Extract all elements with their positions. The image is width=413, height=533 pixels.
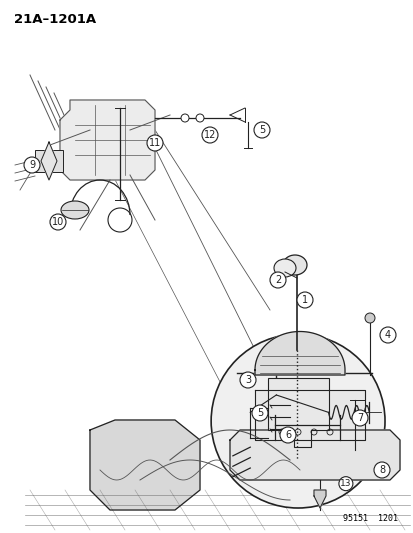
- Text: 13: 13: [339, 479, 351, 488]
- Circle shape: [379, 327, 395, 343]
- Ellipse shape: [273, 259, 295, 277]
- FancyBboxPatch shape: [35, 150, 63, 172]
- Text: 4: 4: [384, 330, 390, 340]
- Text: 7: 7: [356, 413, 362, 423]
- Text: 95151  1201: 95151 1201: [342, 514, 397, 523]
- Polygon shape: [90, 420, 199, 510]
- Polygon shape: [254, 390, 364, 440]
- Polygon shape: [254, 332, 344, 375]
- Circle shape: [338, 477, 352, 491]
- Polygon shape: [41, 142, 57, 180]
- Circle shape: [211, 334, 384, 508]
- Circle shape: [202, 127, 218, 143]
- Text: 2: 2: [274, 275, 280, 285]
- Circle shape: [24, 157, 40, 173]
- Circle shape: [279, 427, 295, 443]
- Text: 5: 5: [258, 125, 264, 135]
- Polygon shape: [267, 377, 328, 447]
- Circle shape: [240, 372, 255, 388]
- FancyBboxPatch shape: [293, 347, 323, 363]
- Text: 11: 11: [149, 138, 161, 148]
- Polygon shape: [313, 490, 325, 508]
- Text: 6: 6: [284, 430, 290, 440]
- Circle shape: [50, 214, 66, 230]
- Ellipse shape: [61, 201, 89, 219]
- Text: 3: 3: [244, 375, 250, 385]
- Text: 9: 9: [29, 160, 35, 170]
- Text: 12: 12: [203, 130, 216, 140]
- Circle shape: [147, 135, 163, 151]
- Polygon shape: [230, 430, 399, 480]
- Text: 1: 1: [301, 295, 307, 305]
- Circle shape: [195, 114, 204, 122]
- Text: 10: 10: [52, 217, 64, 227]
- Text: 8: 8: [378, 465, 384, 475]
- Circle shape: [180, 114, 189, 122]
- Circle shape: [364, 313, 374, 323]
- Circle shape: [351, 410, 367, 426]
- Polygon shape: [60, 100, 154, 180]
- Circle shape: [296, 292, 312, 308]
- Circle shape: [269, 272, 285, 288]
- Ellipse shape: [282, 255, 306, 275]
- Circle shape: [254, 122, 269, 138]
- Text: 21A–1201A: 21A–1201A: [14, 13, 96, 26]
- Text: 5: 5: [256, 408, 263, 418]
- Circle shape: [252, 405, 267, 421]
- Circle shape: [373, 462, 389, 478]
